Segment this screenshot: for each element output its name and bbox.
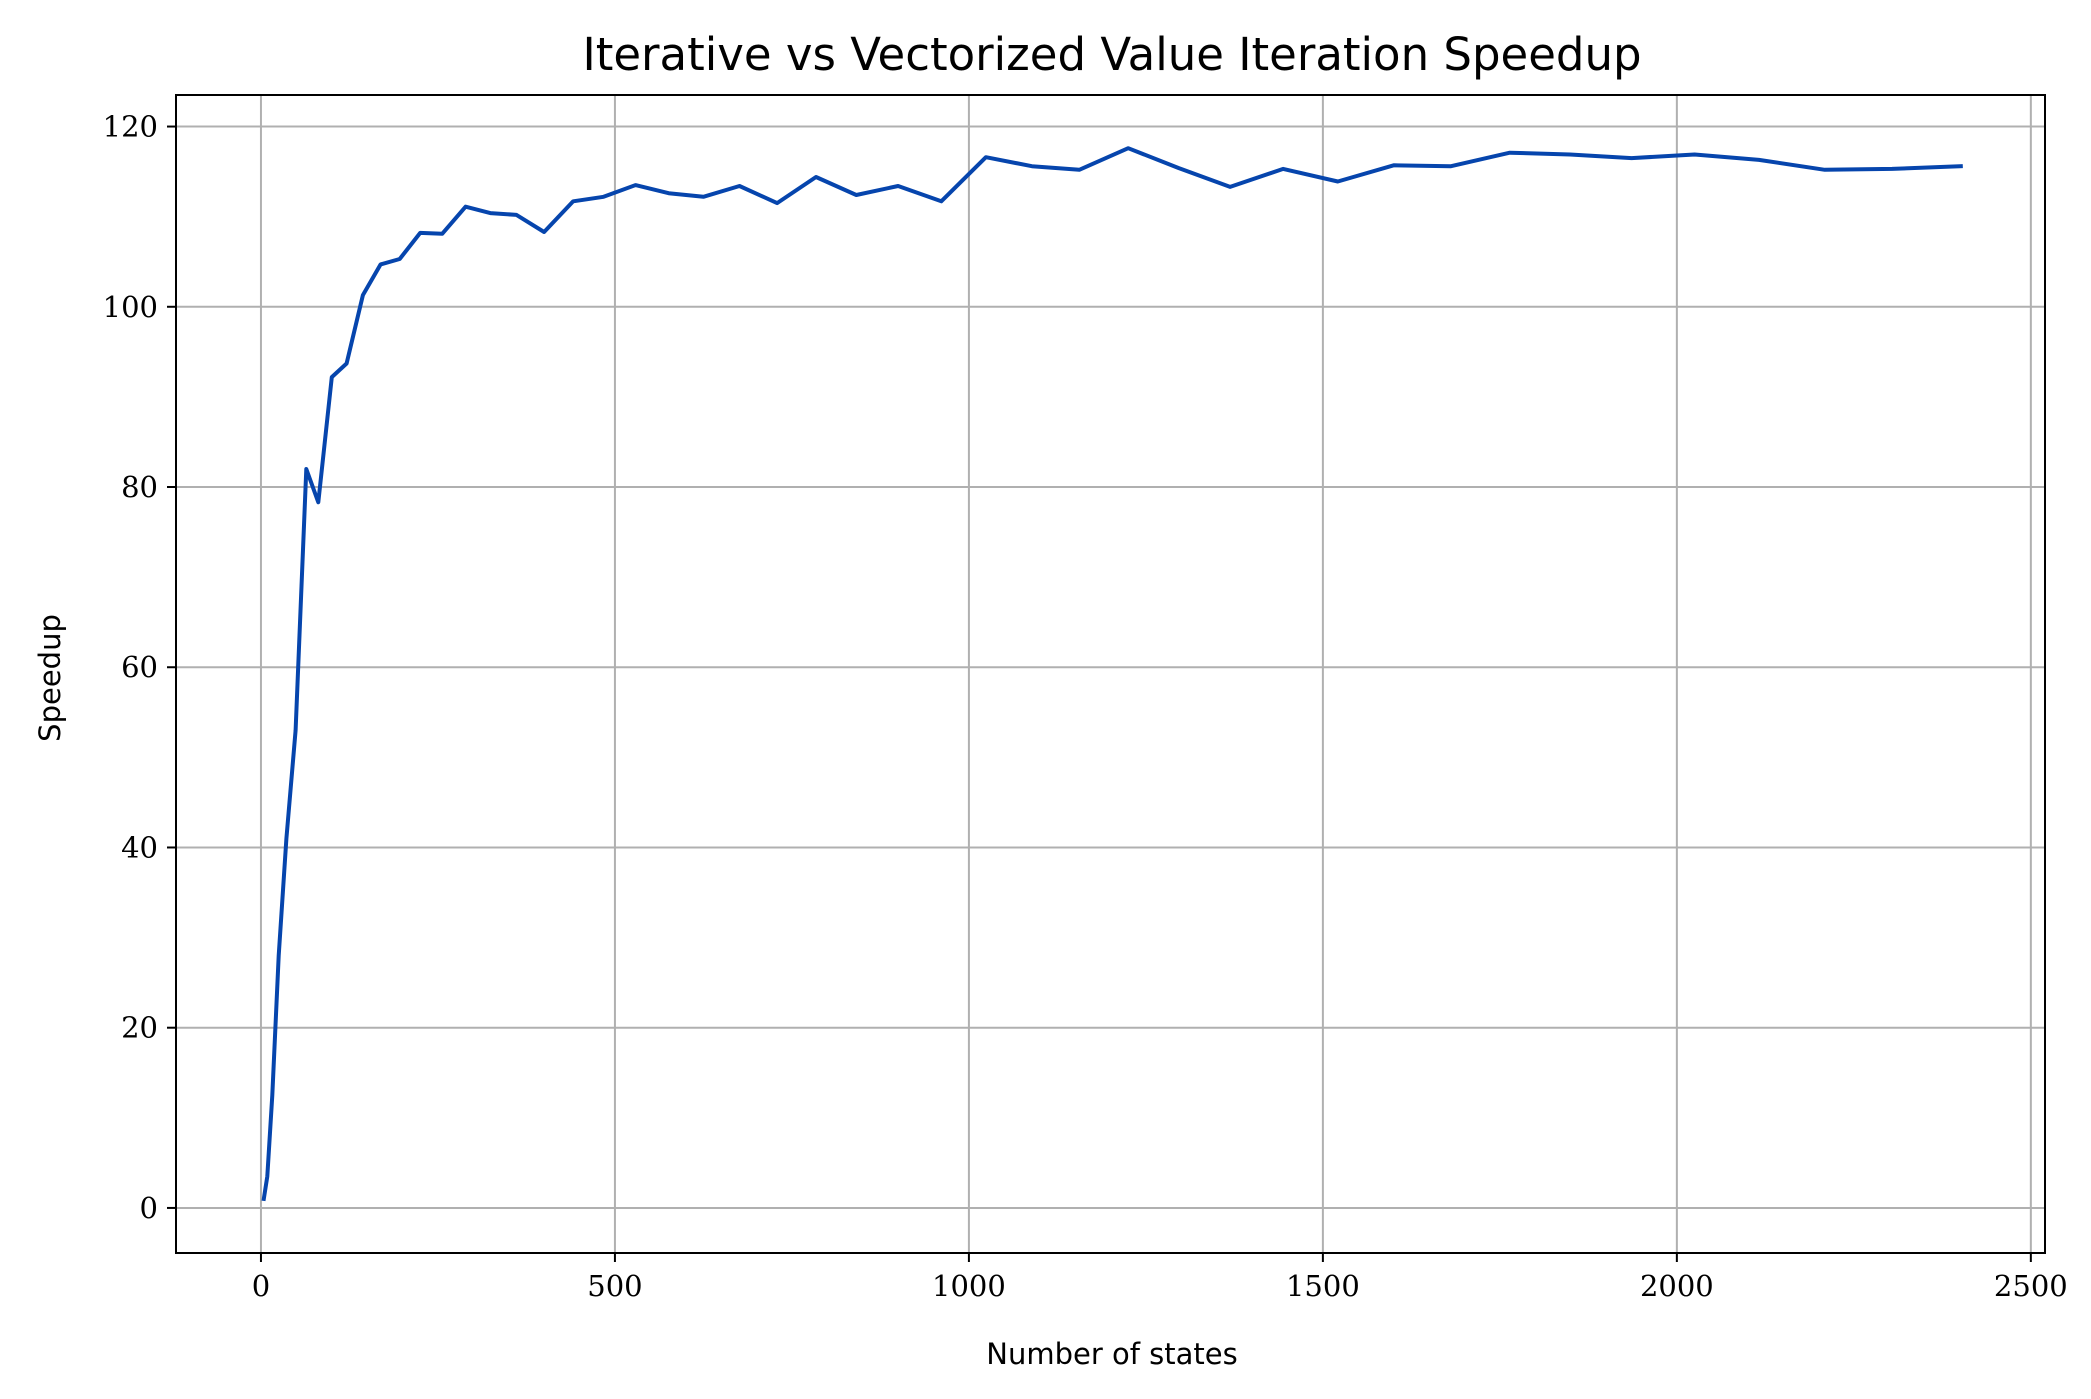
x-tick-label: 2500 [1994,1269,2068,1303]
x-tick-label: 0 [252,1269,270,1303]
chart-title: Iterative vs Vectorized Value Iteration … [582,28,1641,81]
y-tick-label: 80 [121,470,158,504]
y-tick-label: 40 [121,830,158,864]
speedup-series-line [261,146,1963,1202]
axis-ticks: 0 500 1000 1500 2000 2500 0 20 40 60 80 100 120 [103,110,2068,1303]
x-tick-label: 1500 [1286,1269,1360,1303]
y-axis-label: Speedup [33,614,67,742]
y-tick-label: 20 [121,1011,158,1045]
y-tick-label: 120 [103,110,158,144]
x-tick-label: 500 [587,1269,642,1303]
y-tick-label: 60 [121,650,158,684]
x-tick-label: 1000 [932,1269,1006,1303]
data-layer [261,146,1963,1202]
y-tick-label: 0 [140,1191,158,1225]
y-tick-label: 100 [103,290,158,324]
x-axis-label: Number of states [986,1337,1237,1371]
grid-lines [176,95,2045,1253]
plot-frame [175,94,2046,1254]
x-tick-label: 2000 [1640,1269,1714,1303]
